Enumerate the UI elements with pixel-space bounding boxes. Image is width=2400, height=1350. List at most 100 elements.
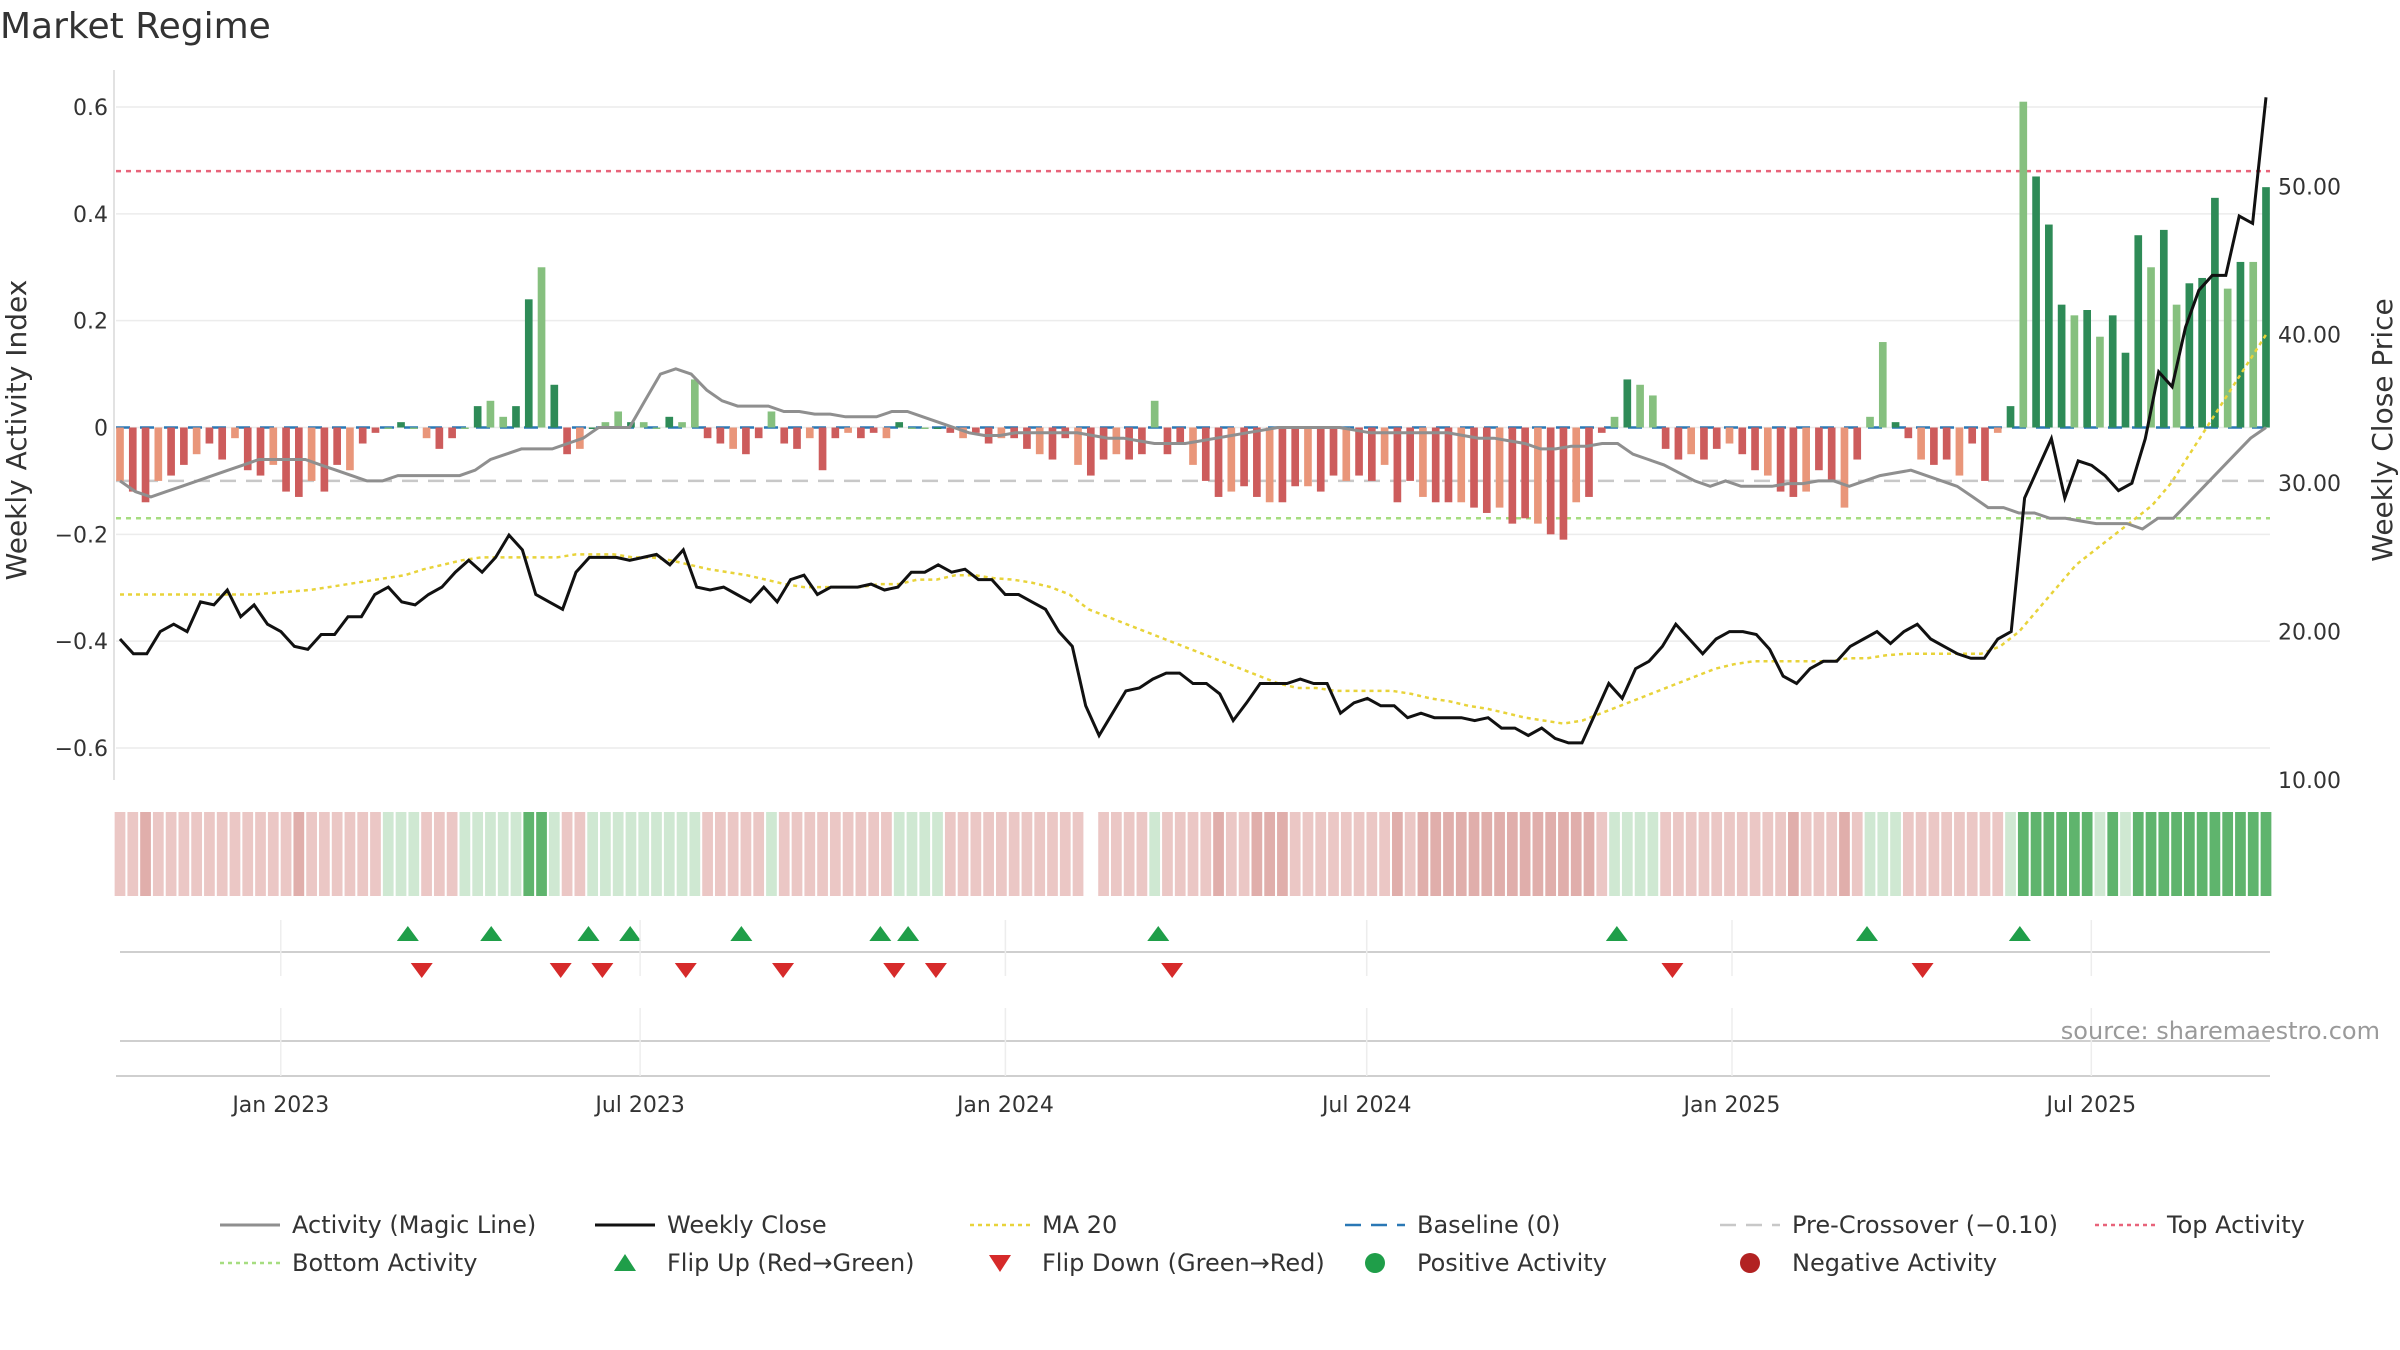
ribbon-cell bbox=[2209, 812, 2221, 896]
ribbon-cell bbox=[919, 812, 931, 896]
ribbon-cell bbox=[1264, 812, 1276, 896]
activity-bar bbox=[742, 427, 750, 455]
flip-down-marker bbox=[883, 963, 906, 978]
flip-up-marker bbox=[1147, 926, 1170, 941]
ribbon-cell bbox=[1545, 812, 1557, 896]
legend-item: Activity (Magic Line) bbox=[220, 1211, 536, 1239]
activity-bar bbox=[2223, 288, 2232, 428]
activity-bar bbox=[1738, 427, 1747, 455]
flip-up-marker bbox=[619, 926, 642, 941]
activity-bar bbox=[639, 422, 648, 428]
activity-bar bbox=[2134, 235, 2143, 428]
activity-bar bbox=[1099, 427, 1108, 460]
ribbon-cell bbox=[1136, 812, 1148, 896]
right-tick-label: 30.00 bbox=[2278, 472, 2341, 497]
ribbon-cell bbox=[1800, 812, 1812, 896]
activity-bar bbox=[1508, 427, 1517, 524]
ribbon-cell bbox=[1098, 812, 1109, 896]
weekly-close-line bbox=[118, 97, 2268, 745]
activity-bar bbox=[1585, 427, 1593, 497]
legend-label: Pre-Crossover (−0.10) bbox=[1792, 1211, 2058, 1239]
activity-bar bbox=[1610, 416, 1619, 428]
flip-up-marker bbox=[577, 926, 600, 941]
activity-bar bbox=[1763, 427, 1772, 476]
right-axis-label: Weekly Close Price bbox=[2366, 298, 2399, 561]
ribbon-cell bbox=[2107, 812, 2119, 896]
ribbon-cell bbox=[2120, 812, 2131, 896]
ribbon-cell bbox=[1110, 812, 1122, 896]
legend-swatch bbox=[614, 1254, 636, 1271]
activity-bar bbox=[805, 427, 814, 439]
ribbon-cell bbox=[1839, 812, 1850, 896]
left-tick-label: 0.4 bbox=[73, 203, 108, 228]
ribbon-cell bbox=[1596, 812, 1608, 896]
activity-bar bbox=[243, 427, 252, 471]
ribbon-cell bbox=[2260, 812, 2272, 896]
ribbon-cell bbox=[267, 812, 279, 896]
ribbon-cell bbox=[497, 812, 509, 896]
activity-bar bbox=[703, 427, 712, 439]
activity-bar bbox=[2006, 406, 2015, 428]
activity-bar bbox=[1253, 427, 1261, 497]
left-tick-label: −0.2 bbox=[55, 523, 108, 548]
ribbon-cell bbox=[1634, 812, 1646, 896]
activity-bar bbox=[601, 422, 610, 428]
activity-bar bbox=[588, 427, 597, 429]
ribbon-cell bbox=[1621, 812, 1633, 896]
activity-bar bbox=[1150, 400, 1159, 428]
activity-bar bbox=[1482, 427, 1491, 513]
activity-bar bbox=[933, 427, 942, 429]
ribbon-cell bbox=[1519, 812, 1531, 896]
ribbon-cell bbox=[1443, 812, 1454, 896]
ribbon-cell bbox=[2017, 812, 2029, 896]
activity-bar bbox=[1751, 427, 1759, 471]
ribbon-cell bbox=[1340, 812, 1352, 896]
ribbon-cell bbox=[293, 812, 305, 896]
ribbon-cell bbox=[983, 812, 994, 896]
ribbon-cell bbox=[791, 812, 803, 896]
ribbon-cell bbox=[1289, 812, 1301, 896]
ribbon-cell bbox=[1187, 812, 1199, 896]
ribbon-cell bbox=[459, 812, 471, 896]
legend-item: Positive Activity bbox=[1365, 1249, 1607, 1277]
activity-bar bbox=[2032, 176, 2040, 428]
activity-bar bbox=[1840, 427, 1849, 508]
flip-down-marker bbox=[1911, 963, 1934, 978]
ribbon-cell bbox=[1685, 812, 1697, 896]
ribbon-cell bbox=[2005, 812, 2016, 896]
ribbon-cell bbox=[817, 812, 828, 896]
ribbon-cell bbox=[1890, 812, 1901, 896]
activity-bar bbox=[320, 427, 329, 492]
ribbon-cell bbox=[2171, 812, 2182, 896]
activity-bar bbox=[1981, 427, 1989, 481]
legend-swatch bbox=[1365, 1253, 1385, 1273]
legend-item: MA 20 bbox=[970, 1211, 1117, 1239]
ribbon-cell bbox=[881, 812, 892, 896]
ribbon-cell bbox=[1813, 812, 1825, 896]
ribbon-cell bbox=[319, 812, 330, 896]
x-tick-label: Jan 2024 bbox=[955, 1093, 1054, 1118]
x-tick-label: Jan 2023 bbox=[230, 1093, 329, 1118]
legend-label: Flip Down (Green→Red) bbox=[1042, 1249, 1325, 1277]
flip-up-marker bbox=[730, 926, 753, 941]
activity-bar bbox=[780, 427, 789, 444]
activity-bar bbox=[333, 427, 341, 465]
ribbon-cell bbox=[2043, 812, 2055, 896]
activity-bar bbox=[869, 427, 878, 433]
activity-bar bbox=[2185, 283, 2194, 428]
ribbon-cell bbox=[1928, 812, 1940, 896]
ribbon-cell bbox=[1123, 812, 1135, 896]
flip-down-marker bbox=[591, 963, 614, 978]
activity-bar bbox=[2262, 187, 2270, 428]
ribbon-cell bbox=[331, 812, 343, 896]
ribbon-cell bbox=[1992, 812, 2004, 896]
activity-bar bbox=[205, 427, 214, 444]
ribbon-cell bbox=[2145, 812, 2157, 896]
activity-bar bbox=[1597, 427, 1606, 433]
x-tick-label: Jul 2023 bbox=[593, 1093, 685, 1118]
left-axis-ticks: 0.6 0.4 0.2 0 −0.2 −0.4 −0.6 bbox=[55, 96, 108, 762]
ribbon-cell bbox=[1238, 812, 1250, 896]
activity-bar bbox=[231, 427, 239, 439]
ribbon-cell bbox=[242, 812, 254, 896]
ribbon-cell bbox=[944, 812, 956, 896]
